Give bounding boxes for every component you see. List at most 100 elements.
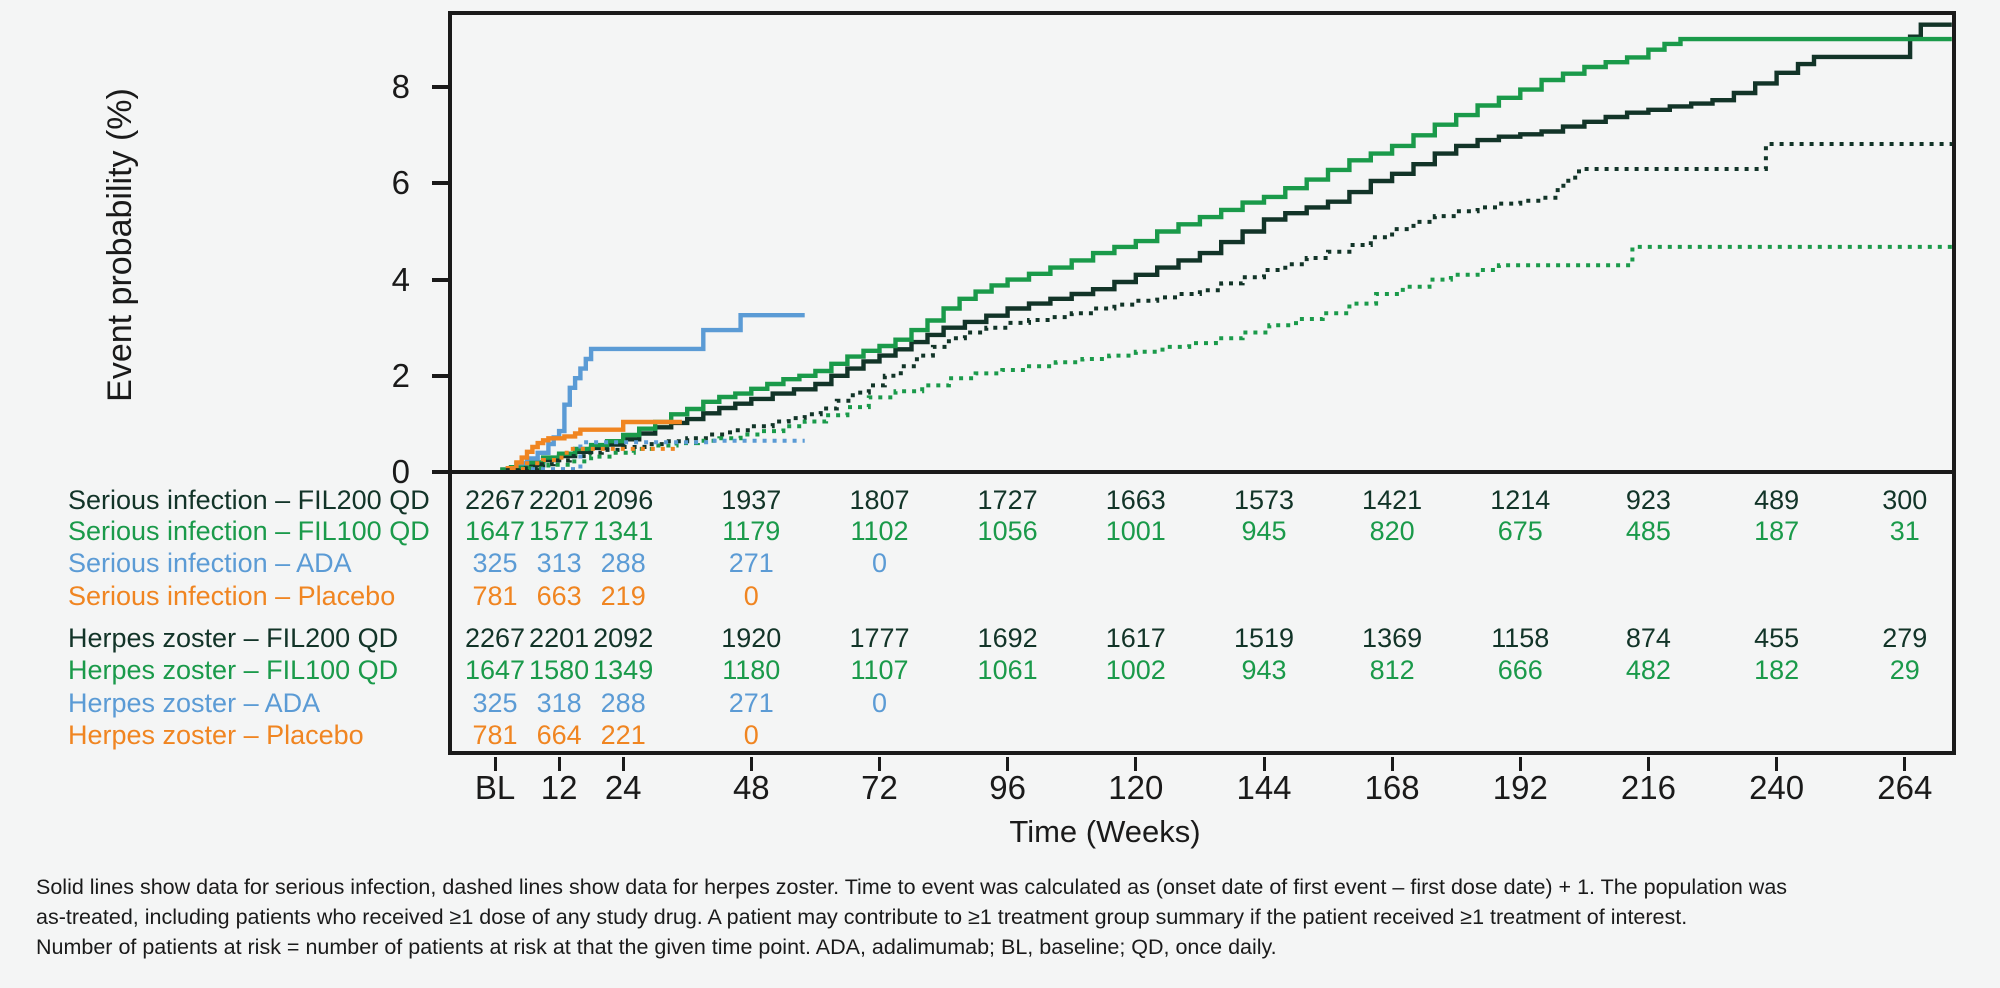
risk-value: 1349: [593, 655, 654, 685]
risk-value: 874: [1625, 623, 1671, 653]
risk-value: 664: [536, 720, 582, 750]
x-tick-label: 12: [540, 769, 578, 806]
risk-value: 221: [600, 720, 646, 750]
x-tick: [493, 757, 497, 771]
x-tick-label: 144: [1236, 769, 1292, 806]
x-tick-label: 48: [732, 769, 770, 806]
y-tick: [432, 85, 450, 90]
risk-value: 781: [472, 720, 518, 750]
x-axis-title: Time (Weeks): [1009, 814, 1201, 849]
km-series-placebo-dashed: [511, 446, 677, 472]
risk-value: 1727: [977, 485, 1038, 515]
x-tick: [557, 757, 561, 771]
risk-value: 1001: [1105, 516, 1166, 546]
risk-value: 300: [1882, 485, 1928, 515]
y-tick-label: 6: [391, 164, 410, 202]
risk-value: 2096: [593, 485, 654, 515]
x-tick-label: 240: [1749, 769, 1805, 806]
risk-value: 0: [871, 548, 888, 578]
risk-value: 943: [1241, 655, 1287, 685]
risk-value: 1577: [529, 516, 590, 546]
x-tick: [1646, 757, 1650, 771]
risk-row-label: Herpes zoster – FIL100 QD: [68, 655, 399, 685]
risk-value: 945: [1241, 516, 1287, 546]
x-tick: [749, 757, 753, 771]
x-tick-label: 168: [1364, 769, 1420, 806]
km-series-fil100-solid: [500, 36, 1952, 472]
risk-value: 271: [728, 548, 774, 578]
risk-value: 271: [728, 688, 774, 718]
y-tick-label: 2: [391, 356, 410, 394]
y-tick-label: 4: [391, 260, 410, 298]
risk-row-label: Serious infection – FIL200 QD: [68, 485, 430, 515]
y-tick: [432, 470, 450, 474]
y-tick: [432, 373, 450, 378]
risk-value: 1158: [1491, 623, 1550, 653]
risk-value: 1920: [721, 623, 782, 653]
km-series-ada-solid: [505, 313, 805, 471]
x-tick: [1518, 757, 1522, 771]
risk-value: 2201: [529, 485, 590, 515]
x-tick-label: 96: [989, 769, 1026, 806]
risk-value: 187: [1754, 516, 1800, 546]
footnote-line-3: Number of patients at risk = number of p…: [36, 935, 1277, 959]
risk-row-label: Serious infection – FIL100 QD: [68, 516, 430, 546]
risk-value: 0: [743, 720, 759, 750]
risk-value: 1519: [1233, 623, 1295, 653]
x-tick: [621, 757, 625, 771]
risk-value: 1002: [1105, 655, 1166, 685]
risk-value: 1341: [593, 516, 654, 546]
risk-value: 318: [536, 688, 582, 718]
risk-value: 2267: [464, 485, 526, 515]
risk-value: 923: [1625, 485, 1671, 515]
risk-value: 1777: [849, 623, 910, 653]
risk-value: 2267: [464, 623, 526, 653]
risk-row-label: Herpes zoster – FIL200 QD: [68, 623, 399, 653]
risk-value: 1692: [977, 623, 1038, 653]
x-tick: [1134, 757, 1138, 771]
risk-value: 0: [743, 581, 759, 611]
risk-value: 31: [1889, 516, 1920, 546]
x-tick-label: 72: [861, 769, 898, 806]
risk-value: 1214: [1490, 485, 1551, 515]
risk-value: 313: [536, 548, 582, 578]
risk-value: 1180: [722, 655, 781, 685]
risk-value: 482: [1625, 655, 1671, 685]
risk-value: 1647: [464, 655, 526, 685]
x-tick: [878, 757, 881, 771]
risk-value: 663: [536, 581, 582, 611]
risk-value: 288: [600, 548, 646, 578]
risk-value: 1663: [1105, 485, 1166, 515]
risk-value: 820: [1369, 516, 1415, 546]
risk-value: 219: [600, 581, 646, 611]
x-tick: [1006, 757, 1010, 771]
km-series-fil200-dashed: [505, 142, 1954, 473]
risk-value: 2201: [529, 623, 590, 653]
risk-value: 1102: [850, 516, 909, 546]
risk-value: 1647: [464, 516, 526, 546]
footnote-line-1: Solid lines show data for serious infect…: [36, 875, 1788, 899]
x-tick-label: 264: [1877, 769, 1933, 806]
risk-value: 1573: [1233, 485, 1295, 515]
y-tick: [432, 277, 450, 282]
risk-row-label: Herpes zoster – Placebo: [68, 720, 364, 750]
risk-value: 489: [1754, 485, 1800, 515]
risk-row-label: Herpes zoster – ADA: [68, 688, 321, 718]
risk-value: 325: [472, 548, 518, 578]
km-series-fil100-dashed: [511, 244, 1954, 473]
risk-value: 2092: [593, 623, 654, 653]
risk-value: 1421: [1362, 485, 1423, 515]
x-tick: [1262, 757, 1266, 771]
risk-value: 666: [1497, 655, 1543, 685]
x-tick-label: 24: [604, 769, 642, 806]
risk-value: 325: [472, 688, 518, 718]
x-tick-label: 192: [1492, 769, 1548, 806]
risk-value: 1107: [850, 655, 909, 685]
y-tick-label: 0: [391, 453, 410, 490]
risk-value: 675: [1497, 516, 1543, 546]
risk-value: 485: [1625, 516, 1671, 546]
plot-frame: [448, 11, 1956, 755]
risk-value: 812: [1369, 655, 1415, 685]
